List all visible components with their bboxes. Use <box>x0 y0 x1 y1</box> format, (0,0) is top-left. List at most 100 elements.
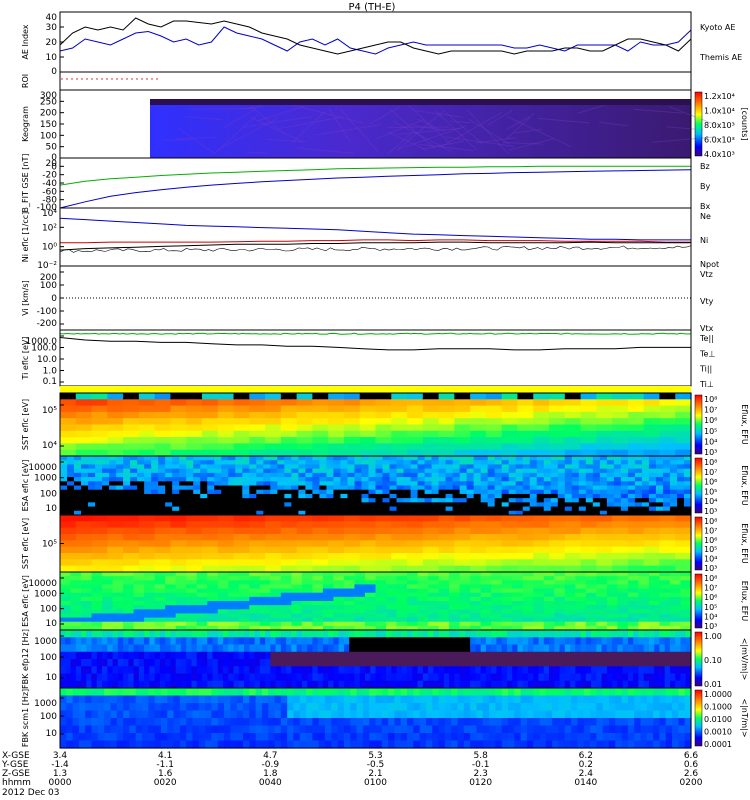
roi-dot <box>141 78 143 80</box>
spectro-cell-esa-i <box>386 613 398 619</box>
spectro-cell-sst-i <box>659 405 676 413</box>
spectro-cell-fbk1 <box>301 659 308 667</box>
spectro-cell-esa-e <box>613 506 622 512</box>
ytick-velocity: 200 <box>40 273 57 283</box>
spectro-cell-fbk1 <box>375 659 382 667</box>
spectro-cell-fbk1 <box>201 673 208 682</box>
spectro-cell-esa-i <box>638 572 650 577</box>
spectro-cell-fbk1 <box>527 666 534 675</box>
spectro-cell-fbk1 <box>343 637 350 646</box>
spectro-cell-esa-e <box>200 493 208 499</box>
spectro-cell-esa-e <box>221 468 229 474</box>
spectro-cell-fbk1 <box>470 666 477 675</box>
spectro-cell-esa-i <box>91 609 103 615</box>
spectro-cell-esa-i <box>386 576 398 581</box>
spectro-cell-esa-e <box>158 485 166 491</box>
spectro-cell-fbk2 <box>596 733 604 742</box>
spectro-cell-esa-e <box>74 456 82 461</box>
spectro-cell-fbk1 <box>601 680 608 689</box>
spectro-cell-fbk2 <box>539 710 547 719</box>
ytick-density: 10² <box>42 223 57 233</box>
spectro-cell-fbk2 <box>646 725 654 734</box>
spectro-cell-fbk1 <box>659 651 666 660</box>
spectro-cell-sst-i <box>60 405 77 413</box>
spectro-cell-esa-e <box>382 456 391 461</box>
spectro-cell-esa-i <box>144 625 156 631</box>
spectro-cell-esa-i <box>207 588 219 594</box>
spectro-cell-fbk2 <box>407 703 414 712</box>
spectro-cell-fbk1 <box>512 666 519 675</box>
spectro-cell-esa-i <box>596 592 608 598</box>
spectro-cell-fbk1 <box>422 651 429 660</box>
spectro-cell-esa-i <box>648 609 661 615</box>
spectro-cell-fbk1 <box>559 630 566 638</box>
spectro-cell-sst-i <box>407 424 424 432</box>
spectro-cell-fbk2 <box>678 703 686 712</box>
spectro-cell-esa-i <box>428 613 440 619</box>
spectro-cell-esa-e <box>620 489 629 495</box>
spectro-cell-esa-i <box>512 609 524 615</box>
spectro-cell-esa-i <box>669 625 682 631</box>
spectro-cell-esa-i <box>165 576 177 581</box>
spectro-cell-fbk2 <box>407 740 414 749</box>
spectro-cell-esa-e <box>137 510 145 516</box>
spectro-cell-fbk1 <box>170 673 177 682</box>
spectro-cell-esa-i <box>144 617 156 623</box>
spectro-cell-fbk2 <box>634 740 642 749</box>
spectro-cell-fbk2 <box>173 733 181 742</box>
spectro-cell-sst-e <box>627 540 645 548</box>
spectro-cell-fbk1 <box>86 637 93 646</box>
spectro-cell-fbk1 <box>154 659 161 667</box>
spectro-cell-fbk1 <box>648 659 655 667</box>
spectro-cell-esa-e <box>130 481 138 487</box>
colorbar-tick-sst-i: 10³ <box>704 448 717 457</box>
roi-dot <box>126 78 128 80</box>
spectro-cell-fbk1 <box>428 637 434 646</box>
spectro-cell-esa-e <box>641 502 650 508</box>
spectro-cell-esa-e <box>501 472 510 478</box>
spectro-cell-esa-e <box>410 510 419 516</box>
spectro-cell-fbk1 <box>564 673 571 682</box>
spectro-cell-fbk1 <box>249 659 256 667</box>
spectro-cell-fbk1 <box>470 651 477 660</box>
spectro-cell-fbk1 <box>685 673 692 682</box>
spectro-cell-esa-i <box>133 584 145 590</box>
spectro-cell-fbk1 <box>275 666 282 675</box>
spectro-cell-fbk1 <box>307 659 313 667</box>
spectro-cell-fbk1 <box>491 666 498 675</box>
spectro-cell-esa-e <box>501 477 510 482</box>
spectro-cell-esa-e <box>438 460 447 466</box>
spectro-cell-fbk2 <box>526 710 534 719</box>
spectro-cell-fbk1 <box>538 673 545 682</box>
spectro-cell-esa-i <box>343 625 356 631</box>
spectro-cell-fbk2 <box>356 703 364 712</box>
spectro-cell-fbk2 <box>419 695 427 704</box>
spectro-cell-esa-i <box>228 588 240 594</box>
spectro-cell-sst-e <box>280 553 298 560</box>
spectro-cell-esa-e <box>102 464 110 470</box>
spectro-cell-fbk1 <box>580 659 587 667</box>
spectro-cell-fbk1 <box>154 673 161 682</box>
spectro-cell-fbk1 <box>312 673 319 682</box>
spectro-cell-sst-i <box>91 411 108 419</box>
spectro-cell-esa-e <box>410 468 419 474</box>
spectro-cell-fbk1 <box>380 666 387 675</box>
spectro-cell-fbk2 <box>211 695 219 704</box>
spectro-cell-esa-i <box>81 572 93 577</box>
spectro-cell-sst-e <box>612 540 629 548</box>
spectro-cell-sst-e <box>485 553 503 560</box>
spectro-cell-fbk1 <box>449 630 455 638</box>
spectro-cell-fbk1 <box>449 637 455 646</box>
spectro-cell-sst-i <box>217 443 235 451</box>
spectro-cell-fbk1 <box>244 680 250 689</box>
spectro-cell-sst-e <box>422 515 440 522</box>
spectro-cell-esa-e <box>606 460 615 466</box>
spectro-cell-esa-e <box>228 472 236 478</box>
spectro-cell-fbk1 <box>533 680 540 689</box>
spectro-cell-fbk2 <box>640 688 648 697</box>
spectro-cell-fbk2 <box>545 688 553 697</box>
spectro-cell-sst-e <box>596 565 613 573</box>
spectro-cell-fbk2 <box>306 710 313 719</box>
spectro-cell-esa-i <box>648 621 661 627</box>
spectro-cell-esa-e <box>410 485 419 491</box>
